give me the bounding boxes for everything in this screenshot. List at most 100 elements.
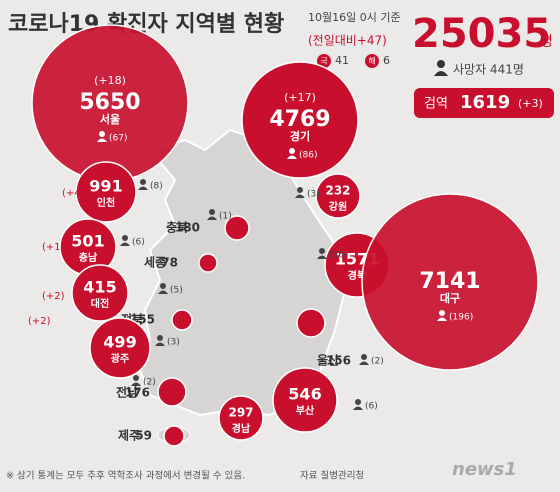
quarantine-change: (+3) <box>518 97 543 110</box>
region-name: 전남 <box>116 385 138 400</box>
region-name: 충북 <box>166 220 188 235</box>
person-icon <box>434 60 448 76</box>
overseas-badge <box>365 54 379 68</box>
person-icon <box>140 179 146 185</box>
region-bubble <box>272 367 338 433</box>
region-name: 광주 <box>111 353 129 365</box>
region-count: 7141 <box>419 269 480 294</box>
region-bubble <box>89 317 151 379</box>
region-bubble <box>71 264 129 322</box>
region-deaths: (3) <box>307 190 320 200</box>
region-bubble <box>75 161 137 223</box>
region-deaths: (6) <box>132 238 145 248</box>
region-name: 경남 <box>232 422 251 435</box>
region-count: 180 <box>175 221 200 235</box>
region-count: 156 <box>326 354 351 368</box>
region-count: 546 <box>288 385 321 404</box>
quarantine-box <box>414 88 554 118</box>
region-bubble <box>241 61 359 179</box>
region-bubble <box>361 193 539 371</box>
region-deaths: (8) <box>150 182 163 192</box>
region-name: 울산 <box>317 353 339 368</box>
person-icon <box>158 290 168 294</box>
region-change: (+1) <box>42 242 65 253</box>
region-change: (+18) <box>94 74 126 87</box>
region-count: 176 <box>125 386 150 400</box>
region-change: (+17) <box>284 91 316 104</box>
region-deaths: (2) <box>143 378 156 388</box>
region-name: 부산 <box>296 404 315 417</box>
region-bubble <box>157 377 187 407</box>
region-deaths: (3) <box>167 338 180 348</box>
region-deaths: (56) <box>329 251 347 261</box>
region-name: 경기 <box>290 129 310 143</box>
person-icon <box>133 375 139 381</box>
region-bubble <box>163 425 185 447</box>
overseas: 6 <box>383 54 390 67</box>
region-name: 제주 <box>118 429 140 443</box>
region-count: 5650 <box>79 90 140 115</box>
region-deaths: (6) <box>365 402 378 412</box>
person-icon <box>97 138 107 142</box>
person-icon <box>99 131 105 137</box>
person-icon <box>155 342 165 346</box>
person-icon <box>289 148 295 154</box>
region-name: 대구 <box>440 291 460 305</box>
total-unit: 명 <box>540 34 553 50</box>
region-deaths: (196) <box>449 313 473 323</box>
person-icon <box>361 354 367 360</box>
region-change: (+2) <box>42 291 65 302</box>
region-deaths: (2) <box>371 357 384 367</box>
region-bubble <box>218 395 264 441</box>
region-deaths: (86) <box>299 151 317 161</box>
person-icon <box>207 216 217 220</box>
region-bubble <box>315 173 361 219</box>
source: 자료 질병관리청 <box>300 470 364 482</box>
region-bubble <box>296 308 326 338</box>
region-change: (+2) <box>28 316 51 327</box>
person-icon <box>131 382 141 386</box>
region-count: 501 <box>71 232 104 251</box>
region-count: 991 <box>89 177 122 196</box>
region-name: 인천 <box>97 196 115 209</box>
person-icon <box>295 194 305 198</box>
region-deaths: (67) <box>109 134 127 144</box>
date: 10월16일 0시 기준 <box>308 10 401 24</box>
person-icon <box>122 235 128 241</box>
region-change: (+4) <box>62 188 85 199</box>
region-name: 세종 <box>144 255 166 270</box>
person-icon <box>157 335 163 341</box>
region-count: 297 <box>228 406 253 420</box>
person-icon <box>439 310 445 316</box>
title: 코로나19 확진자 지역별 현황 <box>8 12 284 37</box>
person-icon <box>317 255 327 259</box>
deaths: 사망자 441명 <box>453 63 524 77</box>
domestic-label: 국 <box>320 57 327 66</box>
note: ※ 상기 통계는 모두 추후 역학조사 과정에서 변경될 수 있음. <box>6 470 245 482</box>
person-icon <box>297 187 303 193</box>
person-icon <box>319 248 325 254</box>
quarantine: 1619 <box>460 92 510 113</box>
region-bubble <box>171 309 193 331</box>
logo: news1 <box>452 459 517 480</box>
region-deaths: (5) <box>170 286 183 296</box>
region-count: 499 <box>103 333 136 352</box>
person-icon <box>353 406 363 410</box>
total: 25035 <box>412 11 551 57</box>
region-bubble <box>198 253 218 273</box>
person-icon <box>355 399 361 405</box>
domestic-badge <box>317 54 331 68</box>
person-icon <box>160 283 166 289</box>
region-count: 78 <box>161 256 178 270</box>
person-icon <box>437 317 447 321</box>
quarantine-label: 검역 <box>424 97 448 112</box>
region-name: 충남 <box>79 251 98 264</box>
person-icon <box>209 209 215 215</box>
domestic: 41 <box>335 54 349 67</box>
region-name: 강원 <box>329 200 347 213</box>
region-bubble <box>224 215 250 241</box>
overseas-label: 해 <box>368 56 375 66</box>
region-count: 232 <box>325 184 350 198</box>
person-icon <box>359 361 369 365</box>
